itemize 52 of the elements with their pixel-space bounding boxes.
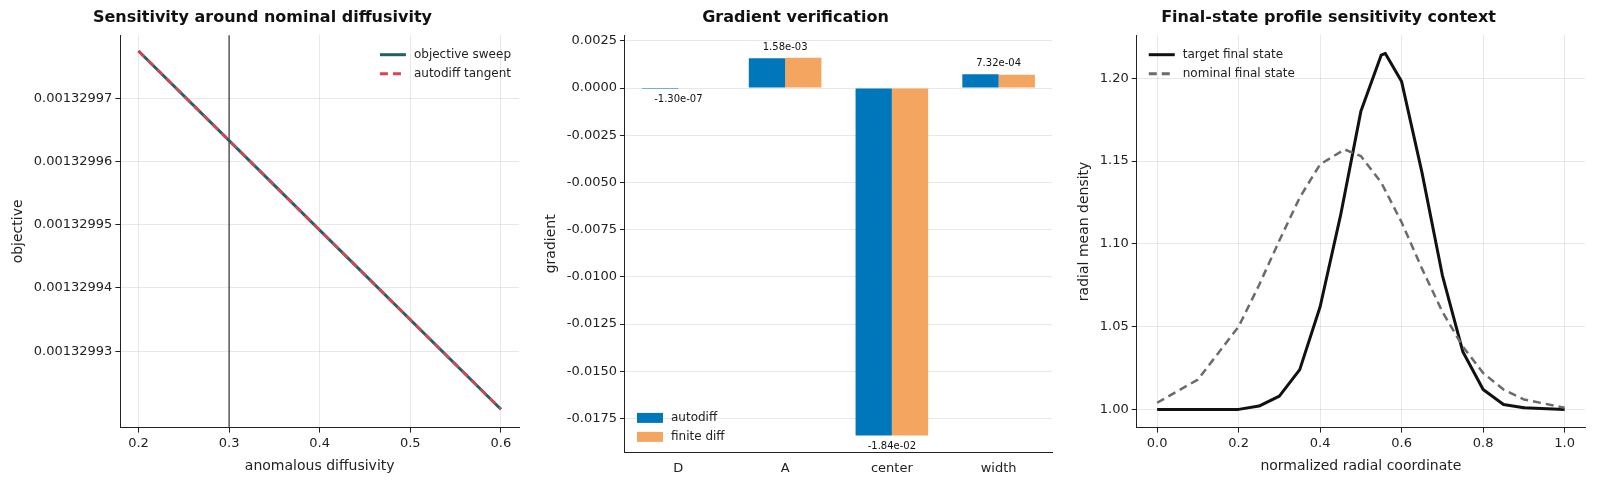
- legend-label: nominal final state: [1182, 65, 1295, 80]
- chart-title: Gradient verification: [702, 6, 889, 26]
- x-tick-label: 0.4: [1309, 434, 1331, 450]
- legend-label: autodiff tangent: [413, 65, 512, 80]
- y-tick-label: -0.0125: [566, 315, 617, 331]
- x-axis-title: normalized radial coordinate: [1260, 457, 1462, 474]
- y-tick-label: 0.00132997: [33, 89, 113, 105]
- y-tick-label: 1.05: [1099, 317, 1129, 333]
- y-tick-label: -0.0175: [566, 409, 617, 425]
- x-tick-label: 1.0: [1554, 434, 1575, 450]
- legend-label: objective sweep: [413, 46, 511, 61]
- y-tick-label: 0.00132994: [33, 279, 113, 295]
- legend-label: target final state: [1182, 46, 1284, 61]
- legend-label: autodiff: [670, 410, 718, 425]
- x-tick-label: A: [780, 459, 790, 475]
- x-tick-label: 0.6: [490, 434, 512, 450]
- x-tick-label: width: [980, 459, 1017, 475]
- y-tick-label: 1.15: [1099, 152, 1129, 168]
- y-tick-label: 0.00132993: [33, 342, 113, 358]
- y-tick-label: 1.20: [1099, 69, 1129, 85]
- data-label: -1.30e-07: [654, 92, 703, 104]
- y-axis-title: objective: [9, 199, 26, 264]
- y-tick-label: -0.0075: [566, 221, 617, 237]
- y-tick-label: 0.00132996: [33, 152, 113, 168]
- x-tick-label: 0.6: [1391, 434, 1412, 450]
- x-tick-label: 0.5: [399, 434, 421, 450]
- y-tick-label: -0.0100: [566, 268, 617, 284]
- y-tick-label: -0.0025: [566, 126, 617, 142]
- data-label: 7.32e-04: [976, 56, 1022, 68]
- data-label: 1.58e-03: [762, 40, 808, 52]
- x-tick-label: 0.2: [128, 434, 149, 450]
- data-label: -1.84e-02: [867, 440, 917, 451]
- chart-title: Final-state profile sensitivity context: [1161, 6, 1497, 26]
- x-tick-label: 0.0: [1146, 434, 1168, 450]
- chart-title: Sensitivity around nominal diffusivity: [92, 6, 433, 26]
- x-tick-label: center: [870, 459, 914, 475]
- x-axis-title: anomalous diffusivity: [244, 457, 395, 474]
- y-tick-label: 1.10: [1099, 235, 1129, 251]
- y-axis-title: radial mean density: [1075, 161, 1092, 302]
- y-tick-label: -0.0150: [566, 362, 617, 378]
- y-tick-label: 0.0000: [571, 79, 617, 95]
- y-tick-label: 1.00: [1099, 400, 1129, 416]
- x-tick-label: 0.4: [309, 434, 331, 450]
- y-tick-label: 0.00132995: [33, 216, 113, 232]
- y-tick-label: 0.0025: [571, 32, 617, 48]
- x-tick-label: 0.2: [1228, 434, 1249, 450]
- x-tick-label: 0.3: [218, 434, 240, 450]
- y-tick-label: -0.0050: [566, 173, 617, 189]
- legend-label: finite diff: [670, 429, 726, 444]
- x-tick-label: D: [673, 459, 684, 475]
- y-axis-title: gradient: [542, 213, 559, 274]
- x-tick-label: 0.8: [1472, 434, 1494, 450]
